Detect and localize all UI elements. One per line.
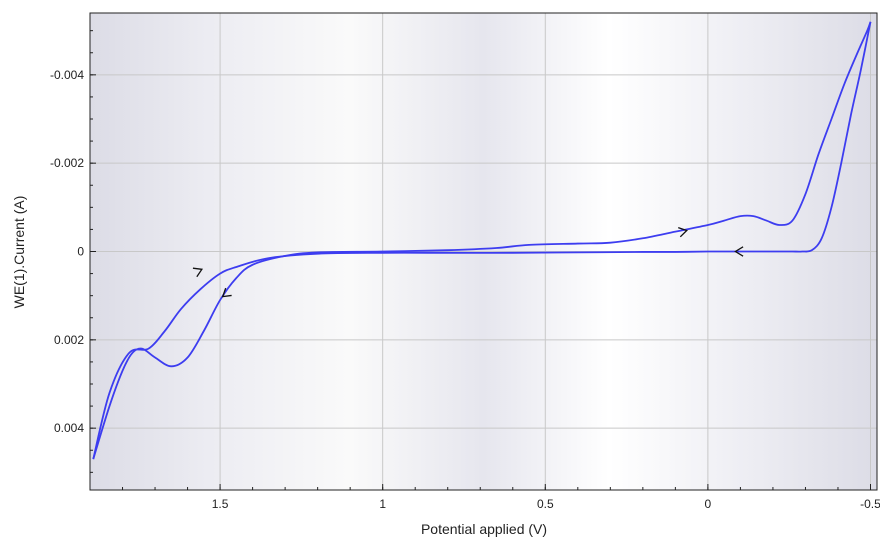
y-axis-title: WE(1).Current (A)	[11, 196, 27, 309]
x-axis-title: Potential applied (V)	[421, 521, 547, 537]
x-tick-label: -0.5	[860, 497, 880, 511]
scan-direction-arrow	[734, 246, 744, 257]
cv-series-1	[92, 21, 872, 460]
ticks: 1.5 1 0.5 0 -0.5 -0.004 -0.002 0 0.002 0.004	[50, 30, 880, 511]
y-tick-label: 0	[77, 245, 84, 259]
scan-direction-arrow	[192, 267, 204, 278]
y-tick-label: 0.004	[54, 421, 84, 435]
x-tick-label: 1.5	[212, 497, 229, 511]
x-tick-label: 0.5	[537, 497, 554, 511]
direction-arrows	[192, 227, 744, 298]
cv-series-2	[92, 21, 872, 460]
series-layer	[92, 21, 872, 460]
y-tick-label: 0.002	[54, 333, 84, 347]
y-tick-label: -0.002	[50, 156, 84, 170]
y-tick-label: -0.004	[50, 68, 84, 82]
x-tick-label: 1	[379, 497, 386, 511]
scan-direction-arrow	[678, 227, 688, 238]
x-tick-label: 0	[705, 497, 712, 511]
scan-direction-arrow	[221, 287, 232, 298]
